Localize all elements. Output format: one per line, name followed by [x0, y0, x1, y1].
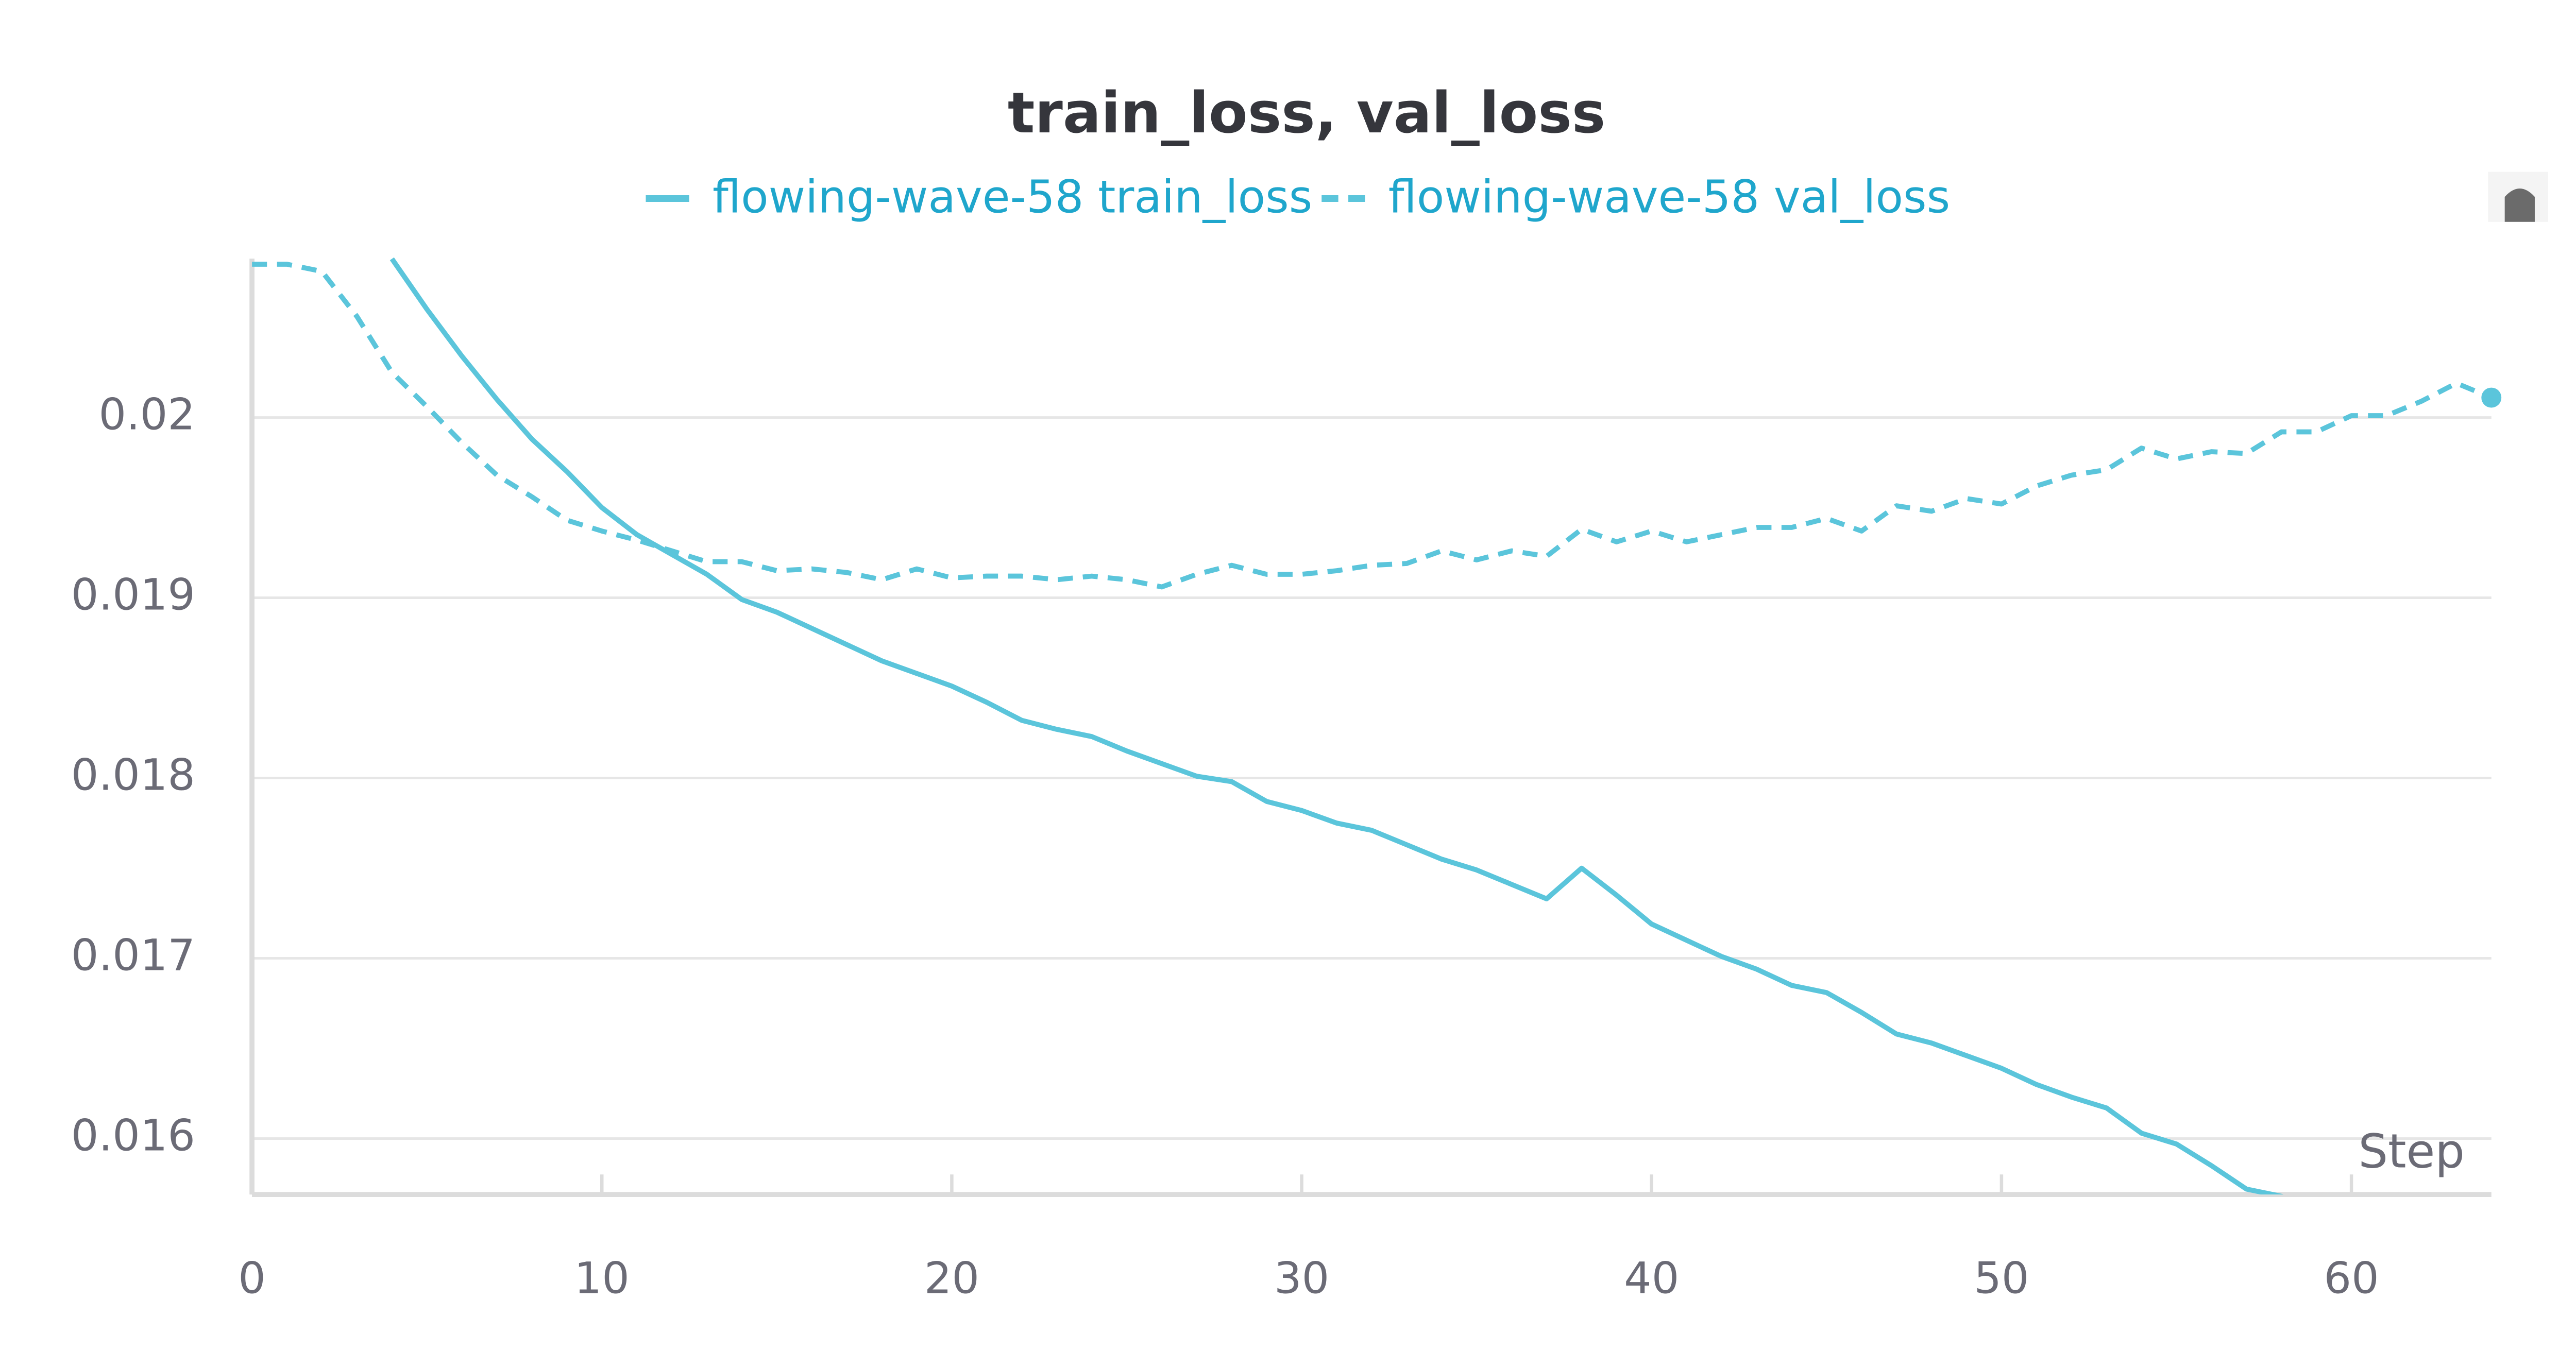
x-tick-label: 20	[924, 1253, 979, 1303]
y-tick-label: 0.02	[98, 389, 195, 439]
x-tick-label: 40	[1624, 1253, 1679, 1303]
x-tick-label: 50	[1974, 1253, 2029, 1303]
y-tick-label: 0.019	[71, 569, 195, 620]
legend: flowing-wave-58 train_loss flowing-wave-5…	[646, 171, 1950, 224]
grid	[252, 416, 2492, 1140]
axes: 0.016 0.017 0.018 0.019 0.02 0 10 20 30 40 50 60 Ste…	[71, 259, 2502, 1303]
legend-label: flowing-wave-58 val_loss	[1388, 171, 1950, 224]
y-tick-label: 0.016	[71, 1110, 195, 1161]
x-tick-label: 10	[574, 1253, 630, 1303]
plot-area	[252, 257, 2493, 1195]
y-tick-label: 0.017	[71, 930, 195, 981]
icon-shape[interactable]	[2504, 189, 2535, 222]
line-series	[389, 257, 2283, 1195]
line-series	[252, 262, 2493, 590]
x-tick-label: 0	[238, 1253, 266, 1303]
x-axis-label: Step	[2358, 1124, 2464, 1178]
endpoint-dot	[2481, 387, 2502, 408]
chart-title: train_loss, val_loss	[1008, 80, 1605, 146]
x-tick-label: 30	[1274, 1253, 1329, 1303]
x-tick-label: 60	[2324, 1253, 2379, 1303]
legend-label: flowing-wave-58 train_loss	[713, 171, 1312, 224]
menu-icon[interactable]	[2488, 172, 2548, 222]
y-tick-label: 0.018	[71, 749, 195, 800]
